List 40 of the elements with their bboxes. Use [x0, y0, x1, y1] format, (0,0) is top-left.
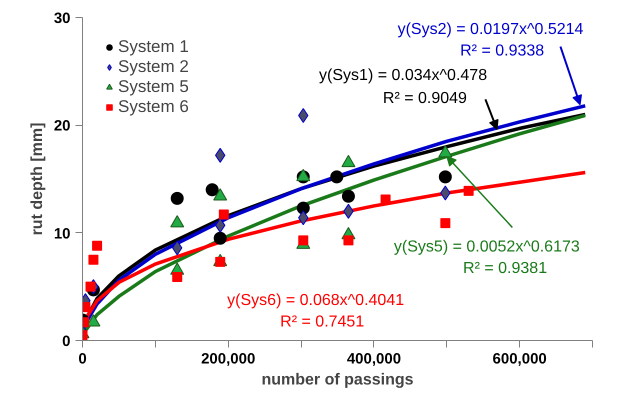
- point: [343, 235, 354, 246]
- point: [342, 190, 355, 203]
- point: [170, 192, 184, 205]
- point: [464, 186, 474, 196]
- point: [218, 210, 229, 220]
- y-tick-label: 0: [62, 333, 70, 350]
- annotation: y(Sys6) = 0.068x^0.4041: [227, 292, 404, 310]
- x-tick-label: 200,000: [201, 350, 256, 368]
- x-tick-label: 400,000: [346, 350, 402, 368]
- point: [343, 204, 354, 219]
- legend-label: System 1: [118, 37, 189, 57]
- point: [380, 194, 391, 204]
- y-tick-label: 30: [54, 10, 71, 27]
- legend-label: System 6: [118, 97, 189, 117]
- annotation: y(Sys1) = 0.034x^0.478: [319, 67, 488, 84]
- point: [298, 235, 308, 246]
- point: [172, 272, 182, 282]
- y-axis-title: rut depth [mm]: [28, 122, 46, 236]
- x-axis-title: number of passings: [261, 372, 414, 388]
- annotation: R² = 0.9049: [382, 90, 468, 107]
- annotation: R² = 0.9381: [463, 260, 548, 277]
- y-tick-label: 20: [54, 118, 71, 135]
- legend-label: System 2: [118, 57, 189, 77]
- annotation: y(Sys5) = 0.0052x^0.6173: [394, 238, 580, 256]
- annotation: R² = 0.7451: [280, 314, 364, 331]
- legend-label: System 5: [118, 77, 189, 97]
- point: [438, 170, 452, 184]
- y-tick-label: 10: [54, 225, 71, 242]
- annotation: y(Sys2) = 0.0197x^0.5214: [398, 20, 584, 38]
- annotation: R² = 0.9338: [460, 42, 544, 60]
- point: [92, 240, 102, 251]
- point: [206, 183, 219, 196]
- point: [296, 202, 310, 215]
- point: [214, 232, 227, 245]
- point: [440, 218, 450, 228]
- x-tick-label: 600,000: [492, 350, 547, 368]
- point: [86, 282, 96, 292]
- x-tick-label: 0: [78, 350, 87, 368]
- point: [88, 254, 98, 265]
- point: [330, 170, 344, 184]
